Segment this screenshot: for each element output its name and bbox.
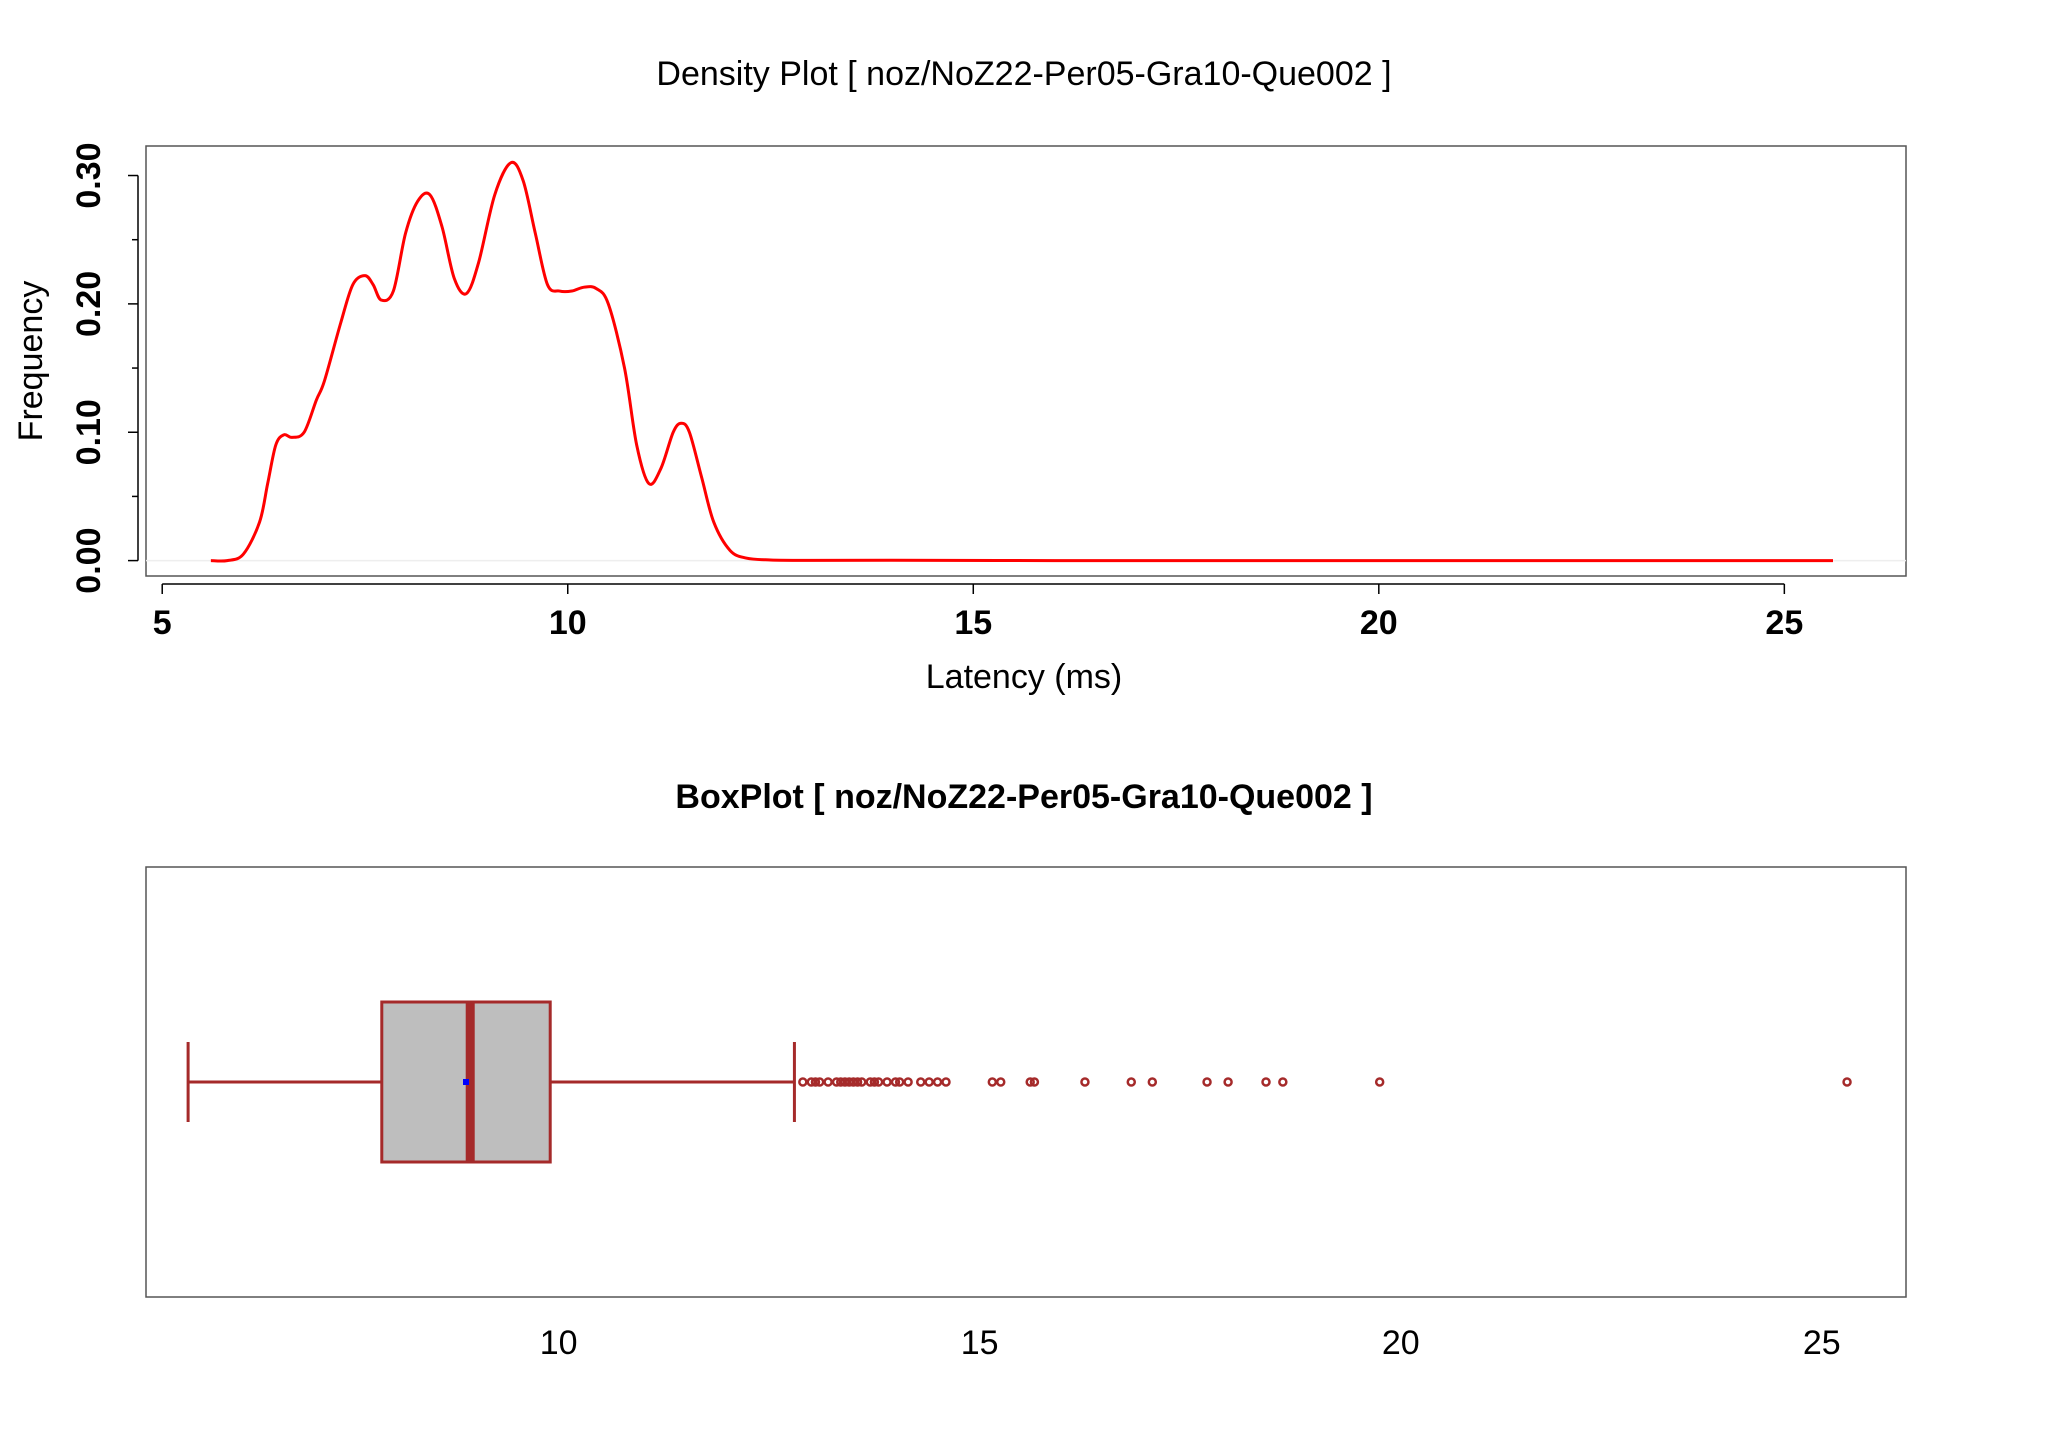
box-outlier-point	[869, 1077, 880, 1087]
box-outlier-point	[1025, 1077, 1035, 1087]
box-outlier-point	[1126, 1077, 1137, 1087]
box-chart: BoxPlot [ noz/NoZ22-Per05-Gra10-Que002 ]…	[145, 778, 1907, 1362]
box-x-tick-label: 20	[1382, 1324, 1420, 1362]
box-outlier-point	[835, 1077, 846, 1087]
box-outlier-point	[1147, 1077, 1158, 1087]
box-outlier-point	[915, 1077, 926, 1087]
box-outlier-point	[798, 1077, 808, 1087]
box-outlier-point	[1278, 1077, 1288, 1087]
density-chart: Density Plot [ noz/NoZ22-Per05-Gra10-Que…	[12, 55, 1907, 696]
box-outlier-point	[814, 1077, 825, 1087]
box-outlier-point	[852, 1077, 863, 1087]
box-title: BoxPlot [ noz/NoZ22-Per05-Gra10-Que002 ]	[675, 778, 1372, 816]
box-outlier-point	[903, 1077, 913, 1087]
box-outlier-point	[823, 1077, 833, 1087]
density-y-axis-label: Frequency	[12, 281, 50, 442]
box-outlier-point	[932, 1077, 943, 1087]
box-outlier-point	[1223, 1077, 1233, 1087]
density-series-line	[210, 160, 1833, 563]
box-outlier-point	[1374, 1077, 1385, 1087]
box-outlier-point	[1261, 1077, 1271, 1087]
box-outlier-point	[924, 1077, 934, 1087]
box-outlier-point	[806, 1077, 817, 1087]
density-x-tick-label: 10	[549, 604, 587, 642]
density-axes: 5 10 15 20 25 0.00 0.10 0.20 0.30	[70, 142, 1906, 642]
box-outlier-point	[995, 1077, 1006, 1087]
density-x-tick-label: 15	[954, 604, 992, 642]
box-outlier-point	[857, 1077, 867, 1087]
box-outlier-point	[882, 1077, 892, 1087]
density-x-tick-label: 20	[1360, 604, 1398, 642]
box-outlier-point	[987, 1077, 998, 1087]
density-x-axis-label: Latency (ms)	[926, 658, 1123, 696]
box-plot-frame	[145, 866, 1907, 1298]
density-plot-frame	[145, 145, 1907, 577]
box-outlier-point	[873, 1077, 884, 1087]
density-x-tick-label: 5	[153, 604, 172, 642]
box-outlier-point	[941, 1077, 951, 1087]
box-mean-marker	[463, 1079, 469, 1085]
box-outlier-point	[865, 1077, 875, 1087]
box-outlier-point	[890, 1077, 901, 1087]
box-outlier-point	[1029, 1077, 1040, 1087]
box-axes: 10 15 20 25	[540, 1324, 1841, 1362]
box-outlier-point	[1842, 1077, 1852, 1087]
box-outlier-point	[831, 1077, 842, 1087]
density-y-tick-label: 0.10	[70, 399, 108, 465]
box-outlier-point	[1202, 1077, 1212, 1087]
density-y-tick-label: 0.20	[70, 271, 108, 337]
density-y-tick-label: 0.00	[70, 528, 108, 594]
box-outlier-point	[840, 1077, 850, 1087]
box-x-tick-label: 10	[540, 1324, 578, 1362]
box-outlier-point	[810, 1077, 821, 1087]
box-marks	[186, 1000, 1852, 1164]
box-outlier-point	[1080, 1077, 1090, 1087]
box-outlier-point	[844, 1077, 854, 1087]
box-outlier-point	[894, 1077, 905, 1087]
box-x-tick-label: 15	[961, 1324, 999, 1362]
box-outlier-point	[848, 1077, 859, 1087]
density-title: Density Plot [ noz/NoZ22-Per05-Gra10-Que…	[656, 55, 1391, 93]
box-x-tick-label: 25	[1803, 1324, 1841, 1362]
density-x-tick-label: 25	[1765, 604, 1803, 642]
density-y-tick-label: 0.30	[70, 142, 108, 208]
